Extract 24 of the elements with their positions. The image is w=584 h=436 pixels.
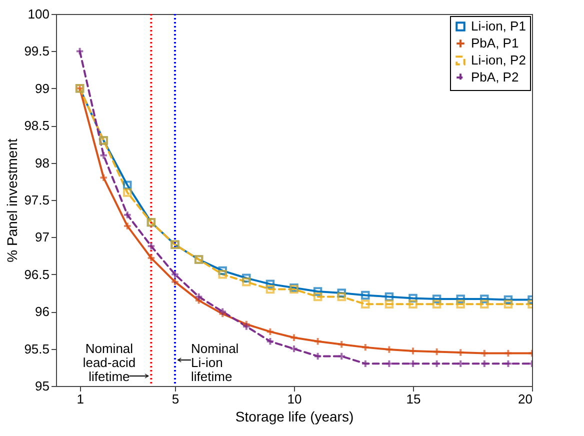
y-tick-label: 98	[35, 155, 50, 170]
x-tick-label: 10	[287, 392, 302, 406]
legend-label: Li-ion, P2	[471, 52, 526, 68]
x-tick-label: 20	[518, 392, 532, 406]
y-tick-label: 96.5	[24, 266, 50, 282]
x-axis-title: Storage life (years)	[235, 408, 354, 424]
ref-line-label: Nominal Li-ion lifetime	[191, 341, 239, 384]
y-tick-label: 98.5	[24, 118, 50, 134]
y-tick-label: 99	[35, 80, 50, 96]
x-tick-label: 1	[76, 392, 84, 406]
y-tick-label: 97.5	[24, 192, 50, 208]
y-tick-label: 99.5	[24, 44, 50, 59]
y-axis-title: % Panel investment	[4, 138, 20, 262]
x-tick-label: 5	[172, 392, 180, 406]
legend-label: PbA, P2	[471, 70, 519, 84]
y-tick-label: 95	[35, 378, 50, 394]
y-tick-label: 100	[28, 6, 50, 22]
y-tick-label: 97	[35, 230, 50, 245]
legend-label: Li-ion, P1	[471, 18, 526, 34]
legend-label: PbA, P1	[471, 36, 519, 50]
y-tick-label: 96	[35, 304, 50, 320]
y-tick-label: 95.5	[24, 341, 50, 356]
ref-line-label: Nominal lead-acid lifetime	[82, 341, 136, 384]
x-tick-label: 15	[406, 392, 421, 406]
